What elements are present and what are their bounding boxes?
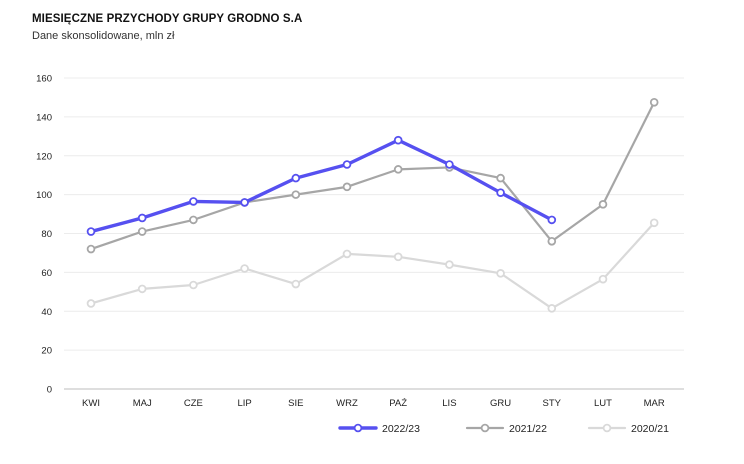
data-point [547, 215, 557, 225]
data-point [137, 284, 147, 294]
x-tick-label: MAR [644, 398, 665, 409]
legend: 2022/23 2021/22 2020/21 [338, 423, 669, 435]
data-point [547, 304, 557, 313]
data-point [445, 160, 454, 169]
data-point [496, 173, 505, 183]
series-2021-22 [86, 97, 659, 254]
legend-item: 2020/21 [587, 423, 669, 435]
data-point [649, 97, 659, 107]
y-tick-label: 160 [36, 74, 52, 85]
data-point [86, 227, 96, 236]
x-tick-label: SIE [288, 398, 303, 409]
y-tick-label: 80 [41, 229, 52, 240]
x-tick-label: KWI [82, 398, 100, 409]
y-tick-label: 0 [47, 385, 52, 396]
x-tick-label: GRU [490, 398, 511, 409]
data-point [496, 188, 505, 197]
data-point [445, 260, 454, 269]
series-line [89, 221, 656, 310]
data-point [598, 274, 608, 284]
legend-marker [480, 423, 490, 433]
data-point [189, 197, 198, 206]
x-tick-label: WRZ [336, 398, 358, 409]
x-tick-label: STY [543, 398, 562, 409]
data-point [342, 160, 352, 169]
data-point [86, 299, 96, 308]
data-point [137, 213, 147, 223]
y-tick-label: 120 [36, 151, 52, 162]
legend-marker [353, 423, 363, 433]
data-point [342, 182, 352, 192]
legend-item: 2021/22 [465, 423, 547, 435]
series-2022-23 [86, 135, 557, 236]
legend-item: 2022/23 [338, 423, 420, 435]
legend-label: 2022/23 [382, 423, 420, 435]
x-tick-label: PAŹ [389, 398, 407, 409]
x-tick-label: LIS [442, 398, 456, 409]
chart-title: MIESIĘCZNE PRZYCHODY GRUPY GRODNO S.A [32, 13, 303, 25]
gridlines [64, 77, 684, 390]
x-tick-label: LUT [594, 398, 612, 409]
data-point [189, 215, 198, 225]
y-axis-ticks: 0 20 40 60 80 100 120 140 160 [36, 74, 52, 396]
y-tick-label: 100 [36, 190, 52, 201]
chart-subtitle: Dane skonsolidowane, mln zł [32, 30, 175, 42]
y-tick-label: 40 [41, 307, 52, 318]
y-tick-label: 60 [41, 268, 52, 279]
legend-label: 2020/21 [631, 423, 669, 435]
data-point [86, 244, 96, 254]
data-point [342, 249, 352, 259]
data-point [240, 198, 249, 207]
series-lines [86, 97, 659, 313]
series-2020-21 [86, 218, 659, 313]
data-point [393, 135, 403, 145]
data-point [189, 280, 198, 290]
data-point [291, 190, 301, 199]
x-tick-label: CZE [184, 398, 203, 409]
data-point [137, 227, 147, 236]
data-point [240, 264, 249, 273]
data-point [393, 165, 403, 174]
data-point [649, 218, 659, 228]
x-axis-ticks: KWI MAJ CZE LIP SIE WRZ PAŹ LIS GRU STY LUT MAR [82, 398, 665, 409]
x-tick-label: LIP [237, 398, 251, 409]
y-tick-label: 20 [41, 346, 52, 357]
y-tick-label: 140 [36, 112, 52, 123]
data-point [547, 236, 557, 246]
legend-label: 2021/22 [509, 423, 547, 435]
legend-marker [602, 423, 612, 433]
x-tick-label: MAJ [133, 398, 152, 409]
series-line [89, 101, 656, 251]
series-line [89, 138, 554, 234]
data-point [393, 252, 403, 262]
data-point [496, 269, 505, 278]
data-point [291, 279, 301, 289]
data-point [291, 173, 301, 183]
data-point [598, 200, 608, 209]
